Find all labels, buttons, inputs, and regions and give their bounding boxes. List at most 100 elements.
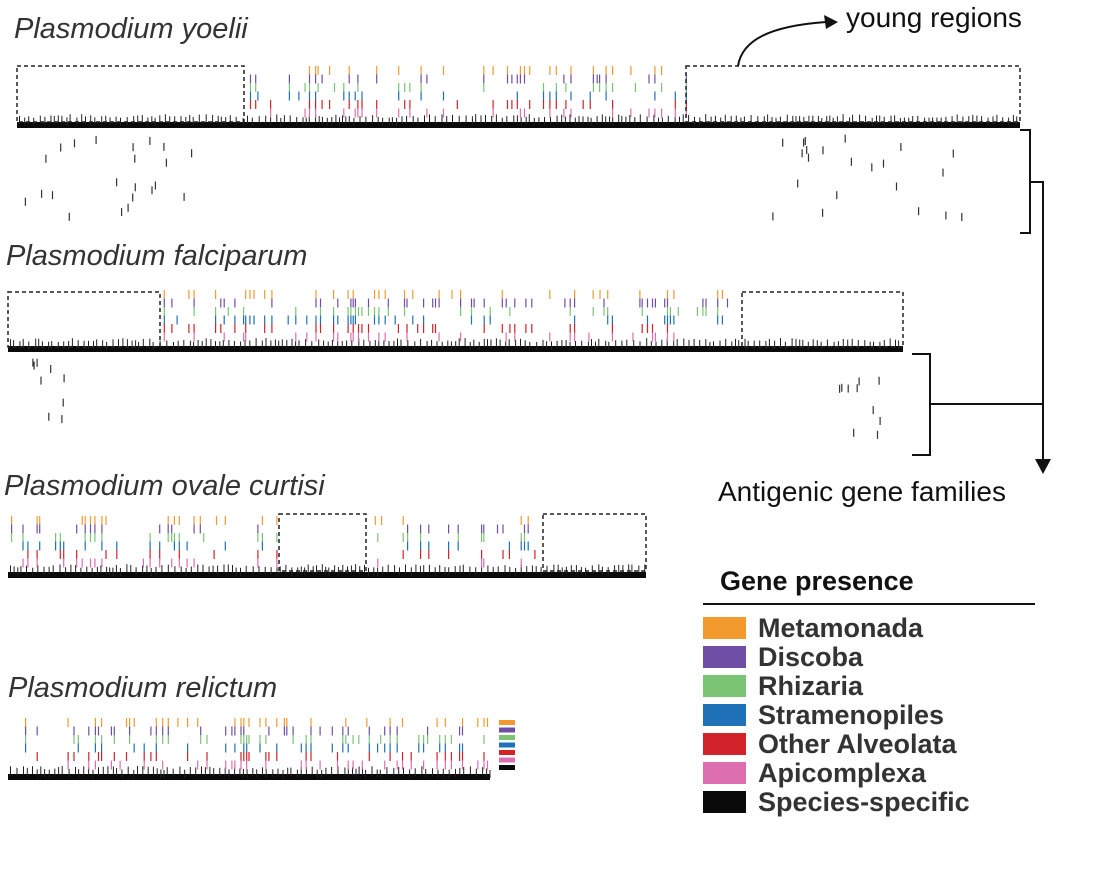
species-specific-tick [337,766,339,775]
species-specific-tick [13,340,15,349]
species-specific-tick [37,565,39,574]
gene-presence-tick [227,307,229,316]
species-specific-tick [441,114,443,123]
species-specific-tick [490,339,492,348]
gene-presence-tick [163,324,165,333]
species-label-yoelii: Plasmodium yoelii [14,13,248,45]
gene-presence-tick [423,760,425,770]
antigenic-gene-tick [853,428,855,437]
species-specific-tick [93,340,94,349]
species-specific-tick [300,566,302,575]
gene-presence-tick [213,550,215,559]
gene-presence-tick [378,315,380,325]
gene-presence-tick [150,752,152,761]
species-specific-tick [639,341,641,350]
gene-presence-tick [73,735,75,744]
species-specific-tick [442,768,444,777]
gene-presence-tick [249,290,251,299]
species-specific-tick [245,565,247,574]
gene-presence-tick [438,332,440,342]
antigenic-gene-tick [807,153,810,162]
gene-presence-tick [605,66,607,75]
species-specific-tick [400,339,402,348]
gene-presence-tick [67,752,69,761]
gene-presence-tick [155,726,157,736]
species-specific-tick [53,116,55,125]
species-specific-tick [520,564,522,573]
species-specific-tick [63,341,65,350]
young-regions-label: young regions [846,2,1022,33]
gene-presence-tick [352,315,354,325]
legend-item: Metamonada [703,613,923,643]
species-specific-tick [256,769,258,778]
gene-presence-tick [367,324,370,333]
gene-presence-tick [569,324,571,333]
gene-presence-tick [321,100,323,109]
antigenic-gene-tick [151,186,153,195]
gene-presence-tick [661,108,663,118]
gene-presence-tick [171,524,173,534]
species-specific-tick [85,116,86,125]
gene-presence-tick [167,516,169,525]
species-specific-tick [478,341,480,350]
antigenic-bracket-falciparum [912,353,931,456]
gene-presence-tick [110,760,112,770]
species-specific-tick [185,116,187,125]
gene-presence-tick [347,324,349,333]
species-specific-tick [10,339,11,348]
gene-presence-tick [125,752,128,761]
species-specific-tick [869,341,871,350]
species-specific-tick [730,115,732,124]
gene-presence-tick [460,307,462,316]
gene-presence-tick [319,760,321,770]
gene-presence-tick [432,298,434,308]
species-specific-tick [382,566,384,575]
species-specific-tick [674,116,676,125]
species-specific-tick [24,117,26,126]
gene-presence-tick [483,533,485,542]
species-specific-tick [106,341,108,350]
species-specific-tick [68,768,70,777]
antigenic-gene-tick [895,182,898,191]
species-label-relictum: Plasmodium relictum [8,672,278,704]
gene-presence-tick [319,315,322,325]
gene-presence-tick [509,324,511,333]
gene-presence-tick [569,298,571,308]
gene-presence-tick [520,558,522,568]
species-specific-tick [497,566,499,575]
gene-presence-tick [384,315,386,325]
gene-presence-tick [300,743,302,753]
gene-presence-tick [473,298,475,308]
gene-presence-tick [163,315,165,325]
gene-presence-tick [178,533,180,542]
gene-presence-tick [439,735,441,744]
gene-presence-tick [387,307,389,316]
gene-presence-tick [319,726,321,736]
gene-presence-tick [149,533,151,542]
legend-label: Apicomplexa [758,757,927,788]
gene-presence-tick [599,74,601,84]
species-specific-tick [363,339,365,348]
gene-presence-tick [167,735,169,744]
gene-presence-tick [461,752,464,761]
species-specific-tick [116,768,118,777]
species-specific-tick [542,339,544,348]
species-specific-tick [197,564,199,573]
species-specific-tick [272,769,274,778]
species-specific-tick [133,769,135,778]
gene-presence-tick [167,524,169,534]
gene-presence-tick [171,298,173,308]
species-specific-tick [251,117,253,126]
gene-presence-tick [167,533,169,542]
species-specific-tick [747,340,749,349]
gene-presence-tick [357,74,359,84]
species-specific-tick [17,567,19,576]
species-specific-tick [296,117,298,126]
species-specific-tick [126,339,128,348]
gene-presence-tick [240,752,242,761]
species-specific-tick [83,340,85,349]
species-specific-tick [305,117,307,126]
species-specific-tick [50,115,52,124]
legend-swatch [703,762,746,784]
gene-presence-tick [295,315,297,325]
